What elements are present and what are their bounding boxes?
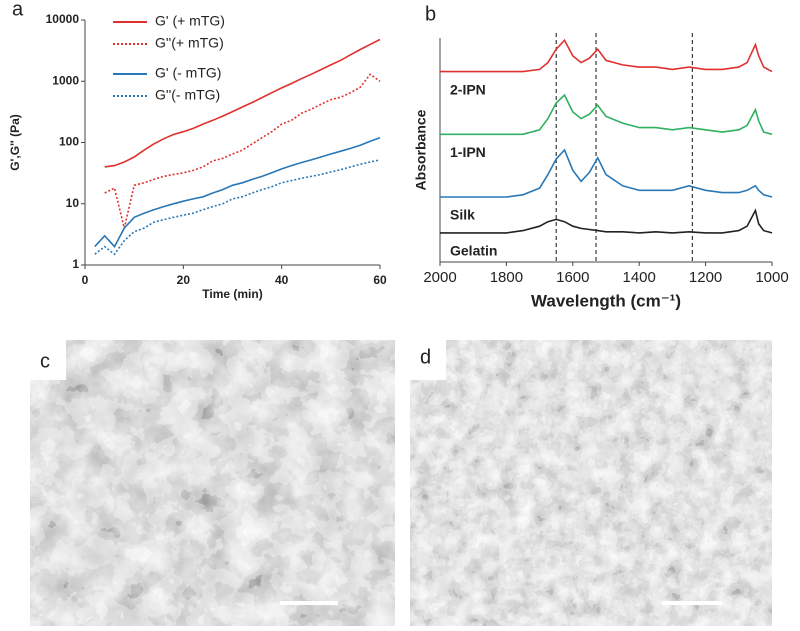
series-line <box>440 148 773 198</box>
x-tick-label: 1800 <box>490 269 523 286</box>
label-box <box>30 340 66 380</box>
panel-label: d <box>420 346 431 368</box>
series-label: 2-IPN <box>450 81 486 97</box>
panel-label: a <box>12 0 24 20</box>
x-tick-label: 20 <box>177 273 191 287</box>
y-axis-title: Absorbance <box>413 109 429 190</box>
y-tick-label: 10 <box>66 196 80 210</box>
series-label: Silk <box>450 207 475 223</box>
y-tick-label: 100 <box>59 135 79 149</box>
x-tick-label: 40 <box>275 273 289 287</box>
legend-label: G' (- mTG) <box>155 65 221 81</box>
panel-label: c <box>40 350 50 372</box>
series-line <box>440 93 773 136</box>
series-line <box>104 38 381 168</box>
legend-label: G''(- mTG) <box>155 87 220 103</box>
series-line <box>94 159 381 256</box>
x-tick-label: 2000 <box>423 269 456 286</box>
x-tick-label: 1600 <box>556 269 589 286</box>
series-label: Gelatin <box>450 243 497 259</box>
x-tick-label: 60 <box>373 273 387 287</box>
x-axis-title: Wavelength (cm⁻¹) <box>531 291 681 310</box>
legend-label: G' (+ mTG) <box>155 13 225 29</box>
series-line <box>94 136 381 248</box>
legend-label: G''(+ mTG) <box>155 35 224 51</box>
x-tick-label: 0 <box>82 273 89 287</box>
sem-image <box>410 340 772 626</box>
x-tick-label: 1200 <box>689 269 722 286</box>
series-line <box>104 73 381 229</box>
series-label: 1-IPN <box>450 144 486 160</box>
y-tick-label: 10000 <box>46 12 80 26</box>
sem-image <box>30 340 395 626</box>
y-tick-label: 1 <box>72 257 79 271</box>
label-box <box>410 340 446 380</box>
x-axis-title: Time (min) <box>202 287 262 301</box>
panel-label: b <box>425 3 436 25</box>
x-tick-label: 1400 <box>623 269 656 286</box>
x-tick-label: 1000 <box>755 269 788 286</box>
series-line <box>440 38 773 73</box>
y-tick-label: 1000 <box>52 73 79 87</box>
y-axis-title: G',G'' (Pa) <box>8 114 22 171</box>
series-line <box>440 208 773 234</box>
